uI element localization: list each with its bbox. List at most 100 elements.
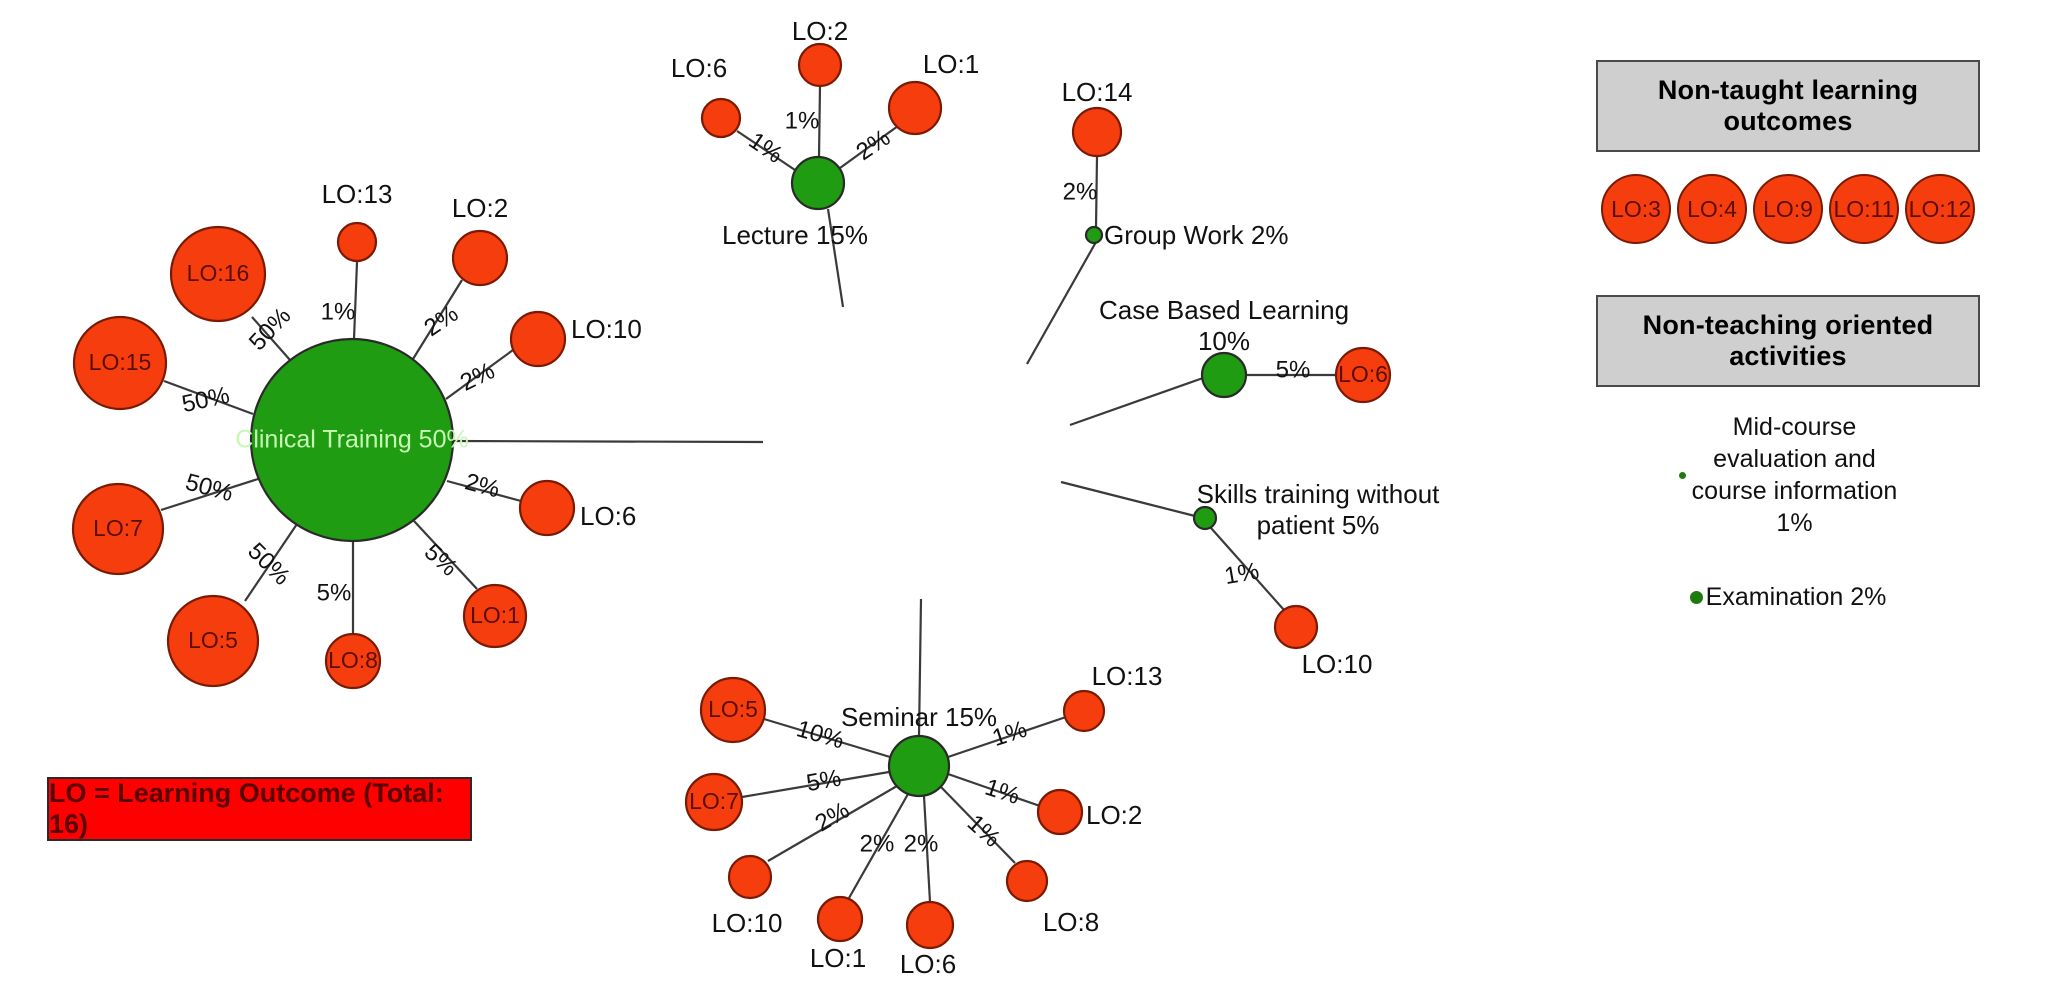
node-lo-13-clinical[interactable] bbox=[336, 221, 378, 263]
label-lo-5-seminar: LO:5 bbox=[708, 696, 758, 722]
node-lo-13-seminar[interactable] bbox=[1062, 689, 1106, 733]
edge-clinical-lo5 bbox=[244, 523, 298, 602]
label-lo-10-seminar: LO:10 bbox=[712, 908, 783, 938]
node-lo-10-clinical[interactable] bbox=[509, 310, 567, 368]
label-lo-5-clinical: LO:5 bbox=[188, 627, 238, 653]
cluster-lecture: Lecture 15% LO:6 1% LO:2 1% LO:1 2% bbox=[671, 16, 979, 250]
edge-teaching-to-seminar bbox=[917, 598, 923, 737]
node-lo-1-clinical[interactable] bbox=[462, 583, 528, 649]
node-lo-10-seminar[interactable] bbox=[727, 854, 773, 900]
lo-chip-9[interactable]: LO:9 bbox=[1753, 174, 1823, 244]
green-dot-icon-medium bbox=[1689, 590, 1703, 604]
label-lo-1-clinical: LO:1 bbox=[470, 602, 520, 628]
label-lecture: Lecture 15% bbox=[722, 220, 868, 250]
node-lo-5-clinical[interactable] bbox=[166, 594, 260, 688]
edge-lecture-lo2 bbox=[817, 85, 822, 158]
node-lo-10-skills[interactable] bbox=[1273, 604, 1319, 650]
node-seminar[interactable] bbox=[887, 734, 951, 798]
legend-non-taught-outcomes: Non-taught learning outcomes LO:3 LO:4 L… bbox=[1596, 60, 1980, 244]
node-lo-2-clinical[interactable] bbox=[451, 229, 509, 287]
label-skills-training-line1: Skills training without bbox=[1197, 479, 1441, 509]
label-lo-6-seminar: LO:6 bbox=[900, 949, 956, 979]
label-lo-15: LO:15 bbox=[89, 349, 152, 375]
weight-groupwork-lo14: 2% bbox=[1063, 178, 1098, 205]
label-lo-1-seminar: LO:1 bbox=[810, 943, 866, 973]
label-case-based-learning-line2: 10% bbox=[1198, 326, 1250, 356]
non-taught-chip-row: LO:3 LO:4 LO:9 LO:11 LO:12 bbox=[1596, 174, 1980, 244]
node-case-based-learning[interactable] bbox=[1200, 351, 1248, 399]
node-lo-2-seminar[interactable] bbox=[1036, 788, 1084, 836]
node-lo-6-clinical[interactable] bbox=[518, 479, 576, 537]
node-lo-7-clinical[interactable] bbox=[71, 482, 165, 576]
label-lo-14: LO:14 bbox=[1062, 77, 1133, 107]
weight-cbl-lo6: 5% bbox=[1276, 356, 1311, 383]
activity-examination: Examination 2% bbox=[1596, 581, 1980, 613]
label-lo-10-clinical: LO:10 bbox=[571, 314, 642, 344]
lo-chip-12[interactable]: LO:12 bbox=[1905, 174, 1975, 244]
clinical-edges bbox=[160, 261, 522, 634]
seminar-edges bbox=[741, 715, 1067, 903]
activity-mid-course-evaluation: Mid-course evaluation and course informa… bbox=[1596, 411, 1980, 539]
node-lo-14[interactable] bbox=[1071, 106, 1123, 158]
label-lo-6-cbl: LO:6 bbox=[1338, 361, 1388, 387]
label-lo-13-clinical: LO:13 bbox=[322, 179, 393, 209]
cluster-case-based-learning: Case Based Learning 10% LO:6 5% bbox=[1099, 295, 1392, 404]
weight-seminar-lo2: 1% bbox=[982, 774, 1023, 810]
lo-chip-4[interactable]: LO:4 bbox=[1677, 174, 1747, 244]
cluster-group-work: Group Work 2% LO:14 2% bbox=[1062, 77, 1289, 250]
node-lo-1-seminar[interactable] bbox=[816, 895, 864, 943]
weight-lecture-lo1: 2% bbox=[851, 124, 895, 166]
lo-chip-3[interactable]: LO:3 bbox=[1601, 174, 1671, 244]
node-skills-training[interactable] bbox=[1192, 505, 1218, 531]
label-clinical-training: Clinical Training 50% bbox=[235, 426, 468, 454]
edge-groupwork-lo14 bbox=[1094, 155, 1099, 229]
node-lo-8-clinical[interactable] bbox=[324, 632, 382, 690]
node-group-work[interactable] bbox=[1084, 225, 1104, 245]
weight-clinical-lo16: 50% bbox=[244, 302, 297, 356]
edge-seminar-lo6 bbox=[922, 795, 932, 903]
weight-seminar-lo7: 5% bbox=[804, 765, 843, 798]
cluster-skills-training: Skills training without patient 5% LO:10… bbox=[1192, 479, 1441, 679]
lo-chip-11[interactable]: LO:11 bbox=[1829, 174, 1899, 244]
label-lo-2-clinical: LO:2 bbox=[452, 193, 508, 223]
cluster-seminar: Seminar 15% LO:5 10% LO:7 5% LO:10 2% LO… bbox=[684, 661, 1163, 979]
weight-seminar-lo5: 10% bbox=[794, 715, 848, 754]
edge-teaching-to-clinical bbox=[452, 439, 764, 444]
label-group-work: Group Work 2% bbox=[1104, 220, 1288, 250]
node-lo-2-lecture[interactable] bbox=[797, 42, 843, 88]
label-skills-training-line2: patient 5% bbox=[1257, 510, 1380, 540]
center-spokes bbox=[452, 208, 1204, 737]
node-lo-5-seminar[interactable] bbox=[699, 676, 767, 744]
node-lo-6-cbl[interactable] bbox=[1334, 346, 1392, 404]
edge-clinical-lo15 bbox=[163, 379, 254, 416]
mid-course-line-4: 1% bbox=[1776, 509, 1813, 537]
label-lo-10-skills: LO:10 bbox=[1302, 649, 1373, 679]
edge-teaching-to-groupwork bbox=[1026, 241, 1097, 365]
activity-mid-course-text: Mid-course evaluation and course informa… bbox=[1692, 411, 1898, 539]
weight-clinical-lo5: 50% bbox=[242, 538, 295, 591]
edge-clinical-lo10 bbox=[445, 349, 514, 400]
weight-lecture-lo2: 1% bbox=[785, 107, 820, 134]
weight-clinical-lo10: 2% bbox=[456, 357, 499, 396]
node-lo-16[interactable] bbox=[169, 225, 267, 323]
node-lo-1-lecture[interactable] bbox=[887, 80, 943, 136]
label-seminar: Seminar 15% bbox=[841, 702, 997, 732]
label-lo-13-seminar: LO:13 bbox=[1092, 661, 1163, 691]
edge-seminar-lo10 bbox=[767, 785, 898, 862]
node-lo-15[interactable] bbox=[72, 315, 168, 411]
cluster-clinical-training: Clinical Training 50% LO:16 50% LO:13 1%… bbox=[71, 179, 642, 690]
edge-teaching-to-skills bbox=[1060, 480, 1196, 518]
edge-teaching-to-cbl bbox=[1069, 376, 1204, 427]
mid-course-line-2: evaluation and bbox=[1713, 445, 1876, 473]
node-lo-6-lecture[interactable] bbox=[700, 97, 742, 139]
label-lo-8-clinical: LO:8 bbox=[328, 647, 378, 673]
edge-clinical-lo1 bbox=[413, 520, 478, 590]
node-lo-7-seminar[interactable] bbox=[684, 772, 744, 832]
weight-clinical-lo1: 5% bbox=[419, 539, 463, 582]
node-lo-8-seminar[interactable] bbox=[1005, 859, 1049, 903]
node-lo-6-seminar[interactable] bbox=[905, 900, 955, 950]
node-lecture[interactable] bbox=[790, 155, 846, 211]
node-clinical-training[interactable] bbox=[249, 337, 455, 543]
